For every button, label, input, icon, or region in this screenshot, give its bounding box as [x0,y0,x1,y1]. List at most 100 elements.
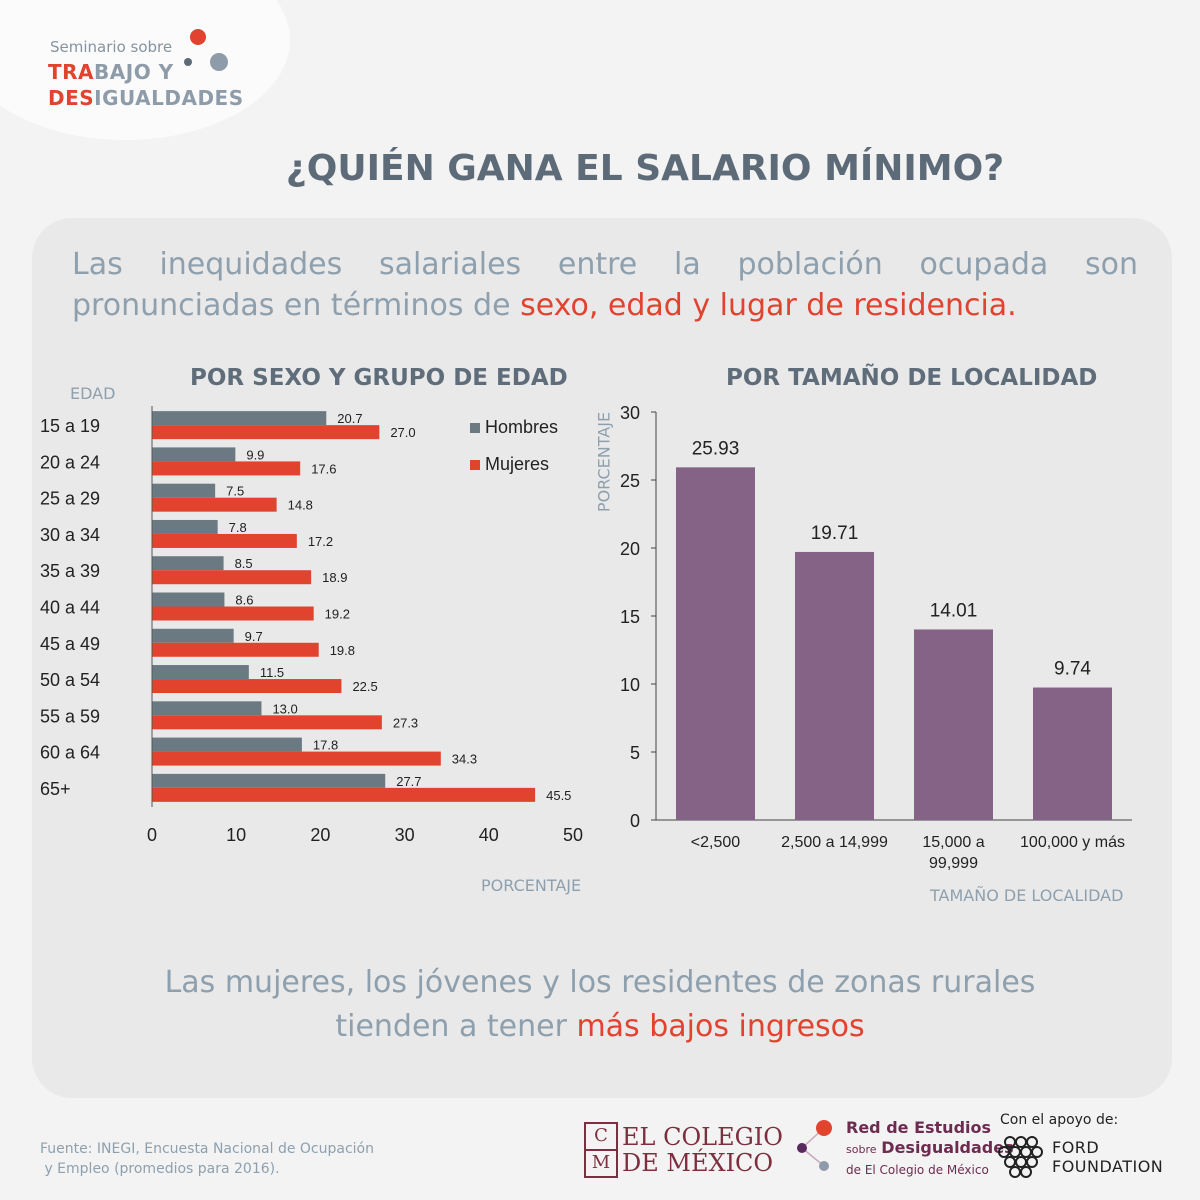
chart1-bar-mujeres [152,642,319,657]
chart1-x-tick: 0 [147,825,157,845]
colegio-logo-text: EL COLEGIO DE MÉXICO [622,1123,783,1177]
ford-ring [1004,1136,1016,1148]
chart1-bar-mujeres [152,425,380,440]
chart2-y-tick: 25 [620,471,640,491]
chart2-bar [676,467,755,820]
chart1-bar-hombres [152,592,225,607]
chart1-category-label: 50 a 54 [40,670,100,690]
ford-ring [998,1146,1010,1158]
chart1-bar-hombres [152,447,236,462]
red-estudios-dots-icon [797,1120,832,1171]
chart1-data-label: 20.7 [337,411,362,426]
chart1-category-label: 55 a 59 [40,706,100,726]
chart1-data-label: 18.9 [322,570,347,585]
ford-ring [1004,1156,1016,1168]
chart1-bar-hombres [152,701,262,716]
chart1-legend-swatch [470,460,480,470]
chart1-bar-hombres [152,556,224,571]
chart1-x-tick: 10 [226,825,246,845]
page-title: ¿QUIÉN GANA EL SALARIO MÍNIMO? [285,148,1005,189]
chart1-ylabel: EDAD [70,384,116,403]
logo-dots-icon [184,29,228,71]
ford-ring [1031,1146,1043,1158]
chart1-bar-mujeres [152,461,301,476]
chart2-y-tick: 10 [620,675,640,695]
chart1-data-label: 17.6 [311,461,336,476]
chart2-bar [795,551,874,820]
chart1-title: POR SEXO Y GRUPO DE EDAD [190,365,568,391]
ford-ring [1015,1156,1027,1168]
conclusion-line2: tienden a tener más bajos ingresos [335,1009,865,1044]
chart1-bar-hombres [152,773,386,788]
chart2-y-tick: 20 [620,539,640,559]
chart2-data-label: 25.93 [692,438,740,459]
chart1-category-label: 15 a 19 [40,416,100,436]
chart2-y-tick: 5 [630,743,640,763]
chart1-bar-hombres [152,665,249,680]
logo-seminario-text: Seminario sobre [50,38,173,56]
chart2-svg: 0 5 10 15 20 25 30 25.93 <2,500 19.71 2,500 a 14,9… [620,403,1132,872]
chart1-data-label: 17.2 [308,534,333,549]
chart2-category-label: <2,500 [691,834,740,851]
chart1-category-label: 65+ [40,779,71,799]
chart1-data-label: 34.3 [452,752,477,767]
ford-ring [1009,1146,1021,1158]
ford-ring [1020,1166,1032,1178]
ford-foundation-text: FORD FOUNDATION [1052,1138,1164,1176]
chart2-category-label: 100,000 y más [1020,834,1125,851]
chart2-y-tick: 0 [630,811,640,831]
colegio-emblem-icon: C M [584,1122,618,1178]
chart2-bar [1033,687,1112,820]
chart1-bar-mujeres [152,787,536,802]
chart1-x-tick: 40 [479,825,499,845]
chart1-bar-hombres [152,737,302,752]
chart1-legend-label: Mujeres [485,454,549,474]
support-label: Con el apoyo de: [1000,1112,1119,1128]
chart1-data-label: 22.5 [352,679,377,694]
chart1-bar-mujeres [152,751,441,766]
chart1-data-label: 45.5 [546,788,571,803]
ford-ring [1026,1136,1038,1148]
chart1-xlabel: PORCENTAJE [481,876,582,895]
chart1-category-label: 25 a 29 [40,489,100,509]
chart1-category-label: 40 a 44 [40,598,100,618]
chart1-data-label: 19.8 [330,643,355,658]
chart1-data-label: 9.7 [245,629,263,644]
chart1-data-label: 27.0 [390,425,415,440]
chart1-category-label: 20 a 24 [40,452,100,472]
chart1-x-tick: 30 [395,825,415,845]
chart2-data-label: 9.74 [1054,659,1091,680]
logo-trabajo-text: TRABAJO Y [48,60,174,84]
chart1-svg: 15 a 19 20.7 27.0 20 a 24 9.9 17.6 25 a 29 7.5 1… [40,406,583,845]
chart1-data-label: 9.9 [246,447,264,462]
red-estudios-logo-text: Red de Estudios sobre Desigualdades de E… [846,1118,1014,1177]
chart1-bar-hombres [152,411,327,426]
chart1-category-label: 60 a 64 [40,743,100,763]
chart2-data-label: 14.01 [930,600,978,621]
chart2-bar [914,629,993,820]
ford-foundation-icon [998,1136,1043,1178]
ford-ring [1020,1146,1032,1158]
chart1-bar-mujeres [152,715,382,730]
chart2-category-label: 2,500 a 14,999 [781,834,888,851]
chart1-legend-label: Hombres [485,417,558,437]
chart1-legend-swatch [470,423,480,433]
chart1-bar-mujeres [152,533,297,548]
chart1-bar-hombres [152,483,216,498]
chart2-category-label: 15,000 a [922,834,984,851]
chart1-bar-mujeres [152,497,277,512]
chart1-x-tick: 20 [310,825,330,845]
chart1-data-label: 14.8 [288,498,313,513]
chart2-title: POR TAMAÑO DE LOCALIDAD [726,365,1098,391]
conclusion-line1: Las mujeres, los jóvenes y los residente… [164,965,1036,1000]
chart1-data-label: 27.3 [393,715,418,730]
chart1-data-label: 8.5 [235,556,253,571]
ford-ring [1026,1156,1038,1168]
intro-text: Las inequidades salariales entre la pobl… [72,247,1138,323]
ford-ring [1015,1136,1027,1148]
chart1-category-label: 45 a 49 [40,634,100,654]
chart1-data-label: 13.0 [272,701,297,716]
chart1-bar-hombres [152,628,234,643]
chart2-y-tick: 15 [620,607,640,627]
chart1-bar-mujeres [152,606,314,621]
